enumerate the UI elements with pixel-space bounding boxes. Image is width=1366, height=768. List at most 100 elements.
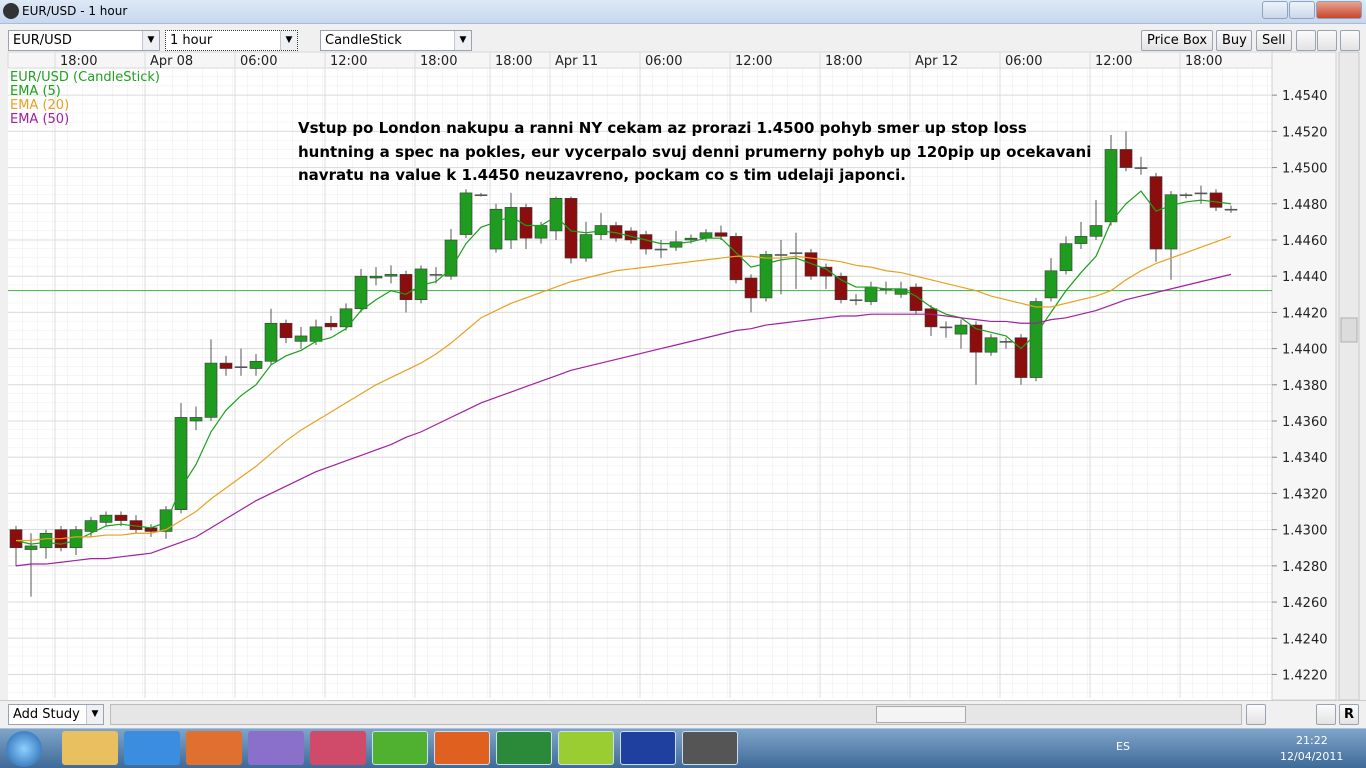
candle-body (894, 288, 908, 295)
y-tick-label: 1.4360 (1282, 415, 1328, 430)
annotation-line: huntning a spec na pokles, eur vycerpalo… (298, 143, 1091, 161)
candle-body (99, 514, 113, 523)
candle-body (834, 275, 848, 301)
y-tick-label: 1.4300 (1282, 524, 1328, 539)
candle-body (339, 308, 353, 328)
taskbar-app[interactable] (310, 731, 366, 765)
legend-entry: EMA (50) (10, 112, 69, 127)
candle-body (264, 322, 278, 362)
candle-body (9, 529, 23, 549)
dropdown-arrow[interactable]: ▼ (86, 705, 103, 724)
annotation-line: navratu na value k 1.4450 neuzavreno, po… (298, 166, 906, 184)
candle-body (309, 326, 323, 342)
style-select[interactable]: CandleStick ▼ (320, 30, 472, 51)
candle-body (399, 274, 413, 301)
y-tick-label: 1.4520 (1282, 125, 1328, 140)
candle-body (1194, 192, 1208, 195)
zoom-in-button[interactable] (1316, 704, 1336, 725)
chart-style: CandleStick (325, 33, 402, 48)
candle-body (1044, 270, 1058, 299)
taskbar-app[interactable] (372, 731, 428, 765)
candle-body (249, 360, 263, 369)
annotation-line: Vstup po London nakupu a ranni NY cekam … (298, 119, 1027, 137)
taskbar-app[interactable] (620, 731, 676, 765)
add-study: Add Study (13, 707, 80, 722)
x-tick-label: 06:00 (645, 54, 682, 69)
y-tick-label: 1.4400 (1282, 343, 1328, 358)
taskbar-app[interactable] (682, 731, 738, 765)
x-tick-label: 18:00 (60, 54, 97, 69)
dropdown-arrow[interactable]: ▼ (280, 31, 297, 50)
ema-line (15, 190, 1232, 545)
candle-body (1179, 194, 1193, 197)
candle-body (864, 286, 878, 302)
legend-entry: EUR/USD (CandleStick) (10, 70, 160, 85)
candle-body (549, 198, 563, 232)
candle-body (219, 362, 233, 369)
y-tick-label: 1.4240 (1282, 632, 1328, 647)
candle-body (714, 232, 728, 237)
x-tick-label: 06:00 (240, 54, 277, 69)
vertical-scrollbar[interactable] (1338, 51, 1360, 701)
dropdown-arrow[interactable]: ▼ (142, 31, 159, 50)
sell-button[interactable]: Sell (1256, 30, 1292, 51)
ema-line (15, 273, 1232, 567)
candle-body (789, 252, 803, 254)
y-tick-label: 1.4500 (1282, 162, 1328, 177)
candle-body (939, 326, 953, 329)
language: ES (1116, 740, 1130, 753)
y-tick-label: 1.4220 (1282, 668, 1328, 683)
candle-body (759, 254, 773, 299)
candle-body (669, 241, 683, 248)
x-tick-label: 18:00 (1185, 54, 1222, 69)
candle-body (1209, 192, 1223, 208)
title-bar: EUR/USD - 1 hour (0, 0, 1366, 24)
candle-body (639, 234, 653, 250)
x-tick-label: Apr 08 (150, 54, 193, 69)
x-tick-label: 12:00 (330, 54, 367, 69)
taskbar-app[interactable] (558, 731, 614, 765)
taskbar-app[interactable] (124, 731, 180, 765)
close-button[interactable] (1316, 1, 1362, 19)
scroll-thumb[interactable] (1340, 317, 1358, 343)
maximize-button[interactable] (1289, 1, 1315, 19)
candle-body (1164, 194, 1178, 250)
scroll-thumb[interactable] (876, 706, 966, 723)
y-tick-label: 1.4460 (1282, 234, 1328, 249)
symbol-select[interactable]: EUR/USD ▼ (8, 30, 160, 51)
candle-body (84, 520, 98, 532)
candle-body (369, 275, 383, 279)
dropdown-arrow[interactable]: ▼ (454, 31, 471, 50)
y-tick-label: 1.4440 (1282, 270, 1328, 285)
minimize-button[interactable] (1262, 1, 1288, 19)
draw-button[interactable] (1317, 30, 1337, 51)
candle-body (459, 192, 473, 235)
taskbar-app[interactable] (186, 731, 242, 765)
candle-body (69, 529, 83, 549)
taskbar-app[interactable] (496, 731, 552, 765)
candle-body (999, 341, 1013, 343)
detach-button[interactable] (1340, 30, 1360, 51)
horizontal-scrollbar[interactable] (110, 704, 1242, 725)
candle-body (594, 225, 608, 235)
candle-body (984, 337, 998, 353)
price-box-button[interactable]: Price Box (1141, 30, 1213, 51)
tool-button[interactable] (1296, 30, 1316, 51)
add-study-select[interactable]: Add Study ▼ (8, 704, 104, 725)
start-button[interactable] (6, 731, 42, 767)
clock-time: 21:22 (1296, 734, 1328, 747)
candle-body (684, 237, 698, 241)
candle-body (654, 248, 668, 251)
zoom-out-button[interactable] (1246, 704, 1266, 725)
candle-body (234, 366, 248, 369)
candle-body (534, 225, 548, 239)
taskbar-app[interactable] (434, 731, 490, 765)
reset-button[interactable]: R (1339, 704, 1359, 725)
buy-button[interactable]: Buy (1216, 30, 1252, 51)
taskbar-app[interactable] (248, 731, 304, 765)
taskbar-app[interactable] (62, 731, 118, 765)
interval-select[interactable]: 1 hour ▼ (165, 30, 298, 51)
candle-body (849, 299, 863, 302)
candle-body (324, 322, 338, 328)
x-tick-label: Apr 12 (915, 54, 958, 69)
